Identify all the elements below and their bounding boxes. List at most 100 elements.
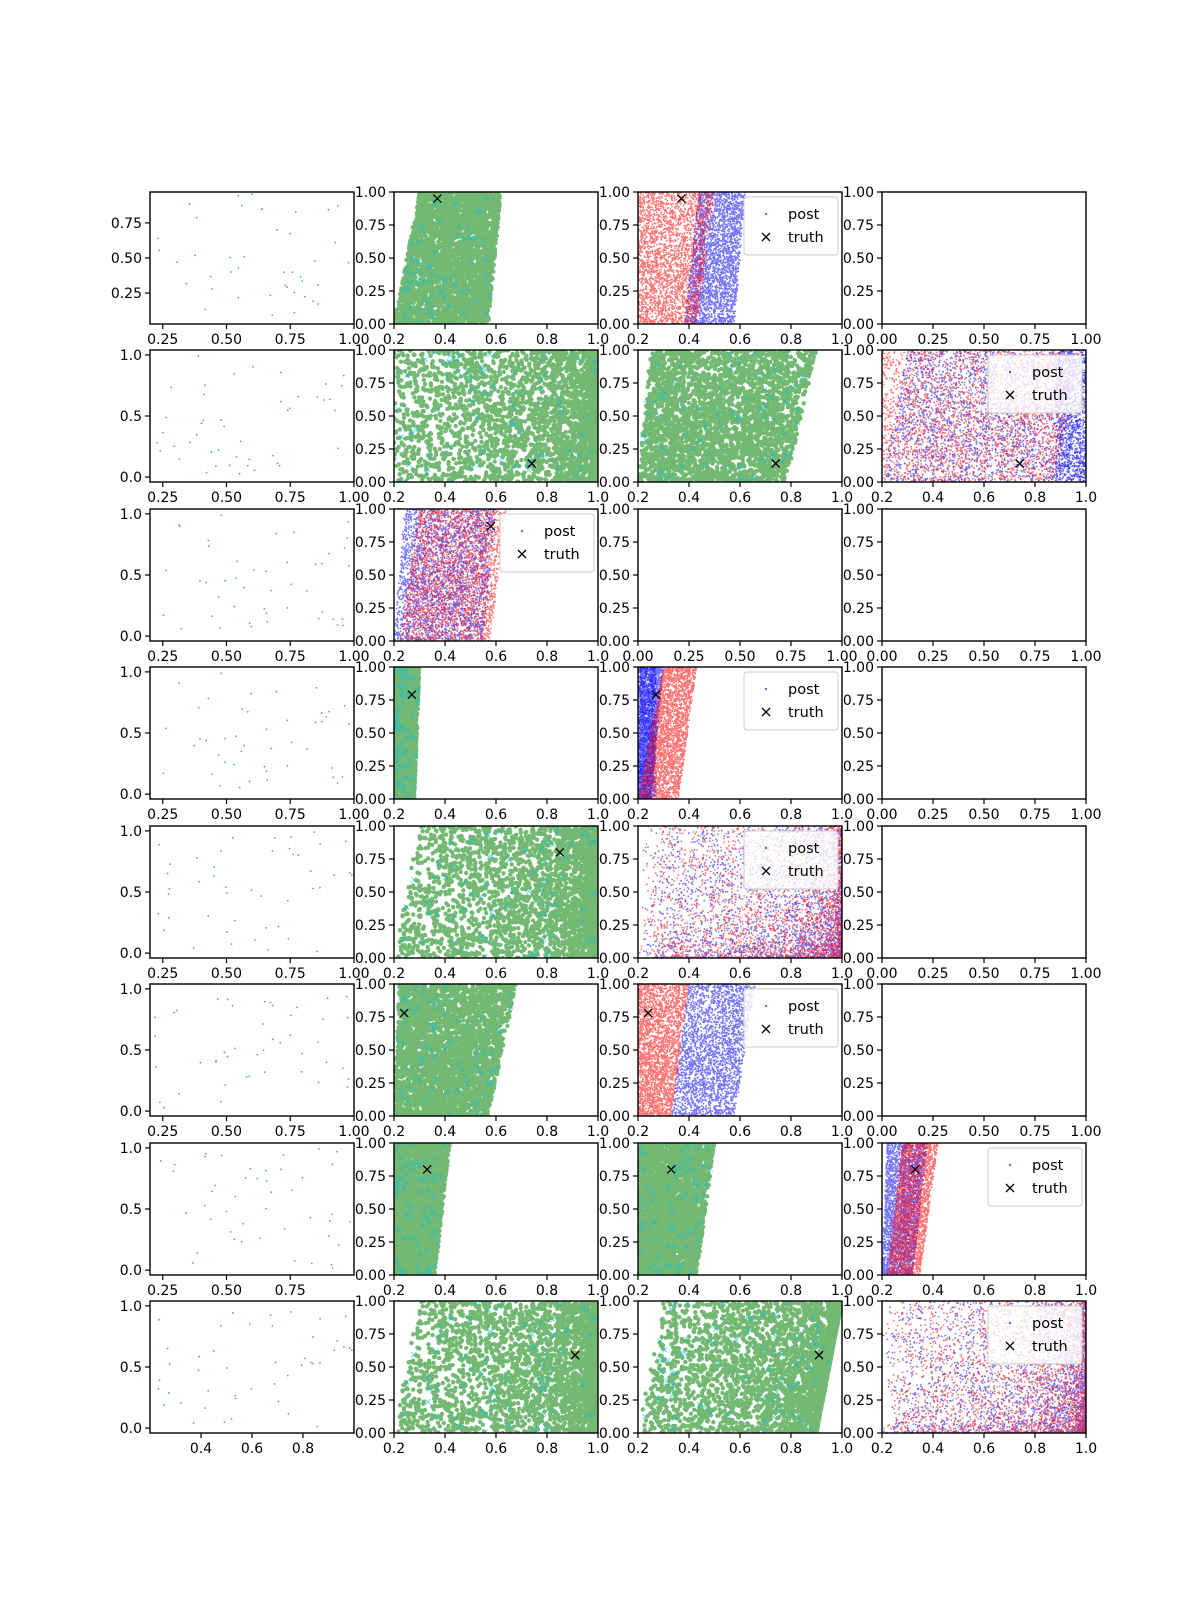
axes-frame (150, 350, 354, 482)
axes-frame (150, 1301, 354, 1433)
x-tick-label: 0.75 (1019, 649, 1050, 665)
x-tick-label: 0.2 (871, 490, 893, 506)
x-tick-label: 1.00 (1070, 649, 1101, 665)
x-tick-label: 0.50 (968, 332, 999, 348)
legend-truth-label: truth (1032, 1339, 1068, 1355)
x-tick-label: 0.25 (147, 332, 178, 348)
panel-r1-c0: 0.25 0.50 0.75 1.000.00.51.0 (120, 348, 370, 506)
legend-post-label: post (788, 999, 820, 1015)
y-tick-label: 1.00 (843, 819, 874, 835)
x-tick-label: 0.25 (147, 807, 178, 823)
y-tick-label: 0.75 (599, 1327, 630, 1343)
y-tick-label: 0.75 (111, 216, 142, 232)
y-tick-label: 1.00 (843, 343, 874, 359)
y-tick-label: 0.00 (843, 634, 874, 650)
posterior-points (638, 348, 818, 484)
y-tick-label: 0.00 (843, 1426, 874, 1442)
y-tick-label: 0.0 (120, 1421, 142, 1437)
x-tick-label: 0.6 (729, 966, 751, 982)
y-tick-label: 0.25 (843, 1235, 874, 1251)
y-tick-label: 0.75 (599, 218, 630, 234)
y-tick-label: 0.25 (843, 1393, 874, 1409)
x-tick-label: 1.0 (831, 1441, 853, 1457)
legend-truth-label: truth (1032, 1181, 1068, 1197)
x-tick-label: 0.25 (917, 649, 948, 665)
y-tick-label: 0.75 (599, 1010, 630, 1026)
posterior-points (396, 1299, 600, 1435)
legend-post-marker (765, 213, 767, 215)
y-tick-label: 0.00 (599, 1268, 630, 1284)
legend-post-marker (1009, 1164, 1011, 1166)
y-tick-label: 0.75 (843, 1169, 874, 1185)
y-tick-label: 0.50 (599, 1202, 630, 1218)
axes-frame (150, 667, 354, 799)
x-tick-label: 0.75 (775, 649, 806, 665)
y-tick-label: 1.00 (843, 1136, 874, 1152)
x-tick-label: 0.6 (485, 490, 507, 506)
posterior-points (636, 1141, 716, 1277)
panel-r0-c1: 0.2 0.4 0.6 0.8 1.00.000.250.500.751.00 (355, 185, 609, 348)
x-tick-label: 0.6 (729, 1441, 751, 1457)
y-tick-label: 0.50 (355, 885, 386, 901)
x-tick-label: 1.0 (587, 1441, 609, 1457)
y-tick-label: 0.25 (843, 1076, 874, 1092)
y-tick-label: 0.0 (120, 1104, 142, 1120)
y-tick-label: 1.0 (120, 348, 142, 364)
y-tick-label: 0.5 (120, 568, 142, 584)
panel-r5-c3: 0.00 0.25 0.50 0.75 1.000.000.250.500.751.00 (843, 977, 1102, 1140)
x-tick-label: 0.6 (729, 332, 751, 348)
y-tick-label: 1.0 (120, 507, 142, 523)
x-tick-label: 0.75 (275, 490, 306, 506)
x-tick-label: 0.50 (211, 490, 242, 506)
x-tick-label: 0.6 (485, 1441, 507, 1457)
x-tick-label: 0.6 (485, 807, 507, 823)
posterior-points (396, 824, 600, 960)
x-tick-label: 0.8 (536, 649, 558, 665)
x-tick-label: 0.2 (383, 649, 405, 665)
legend-truth-label: truth (544, 547, 580, 563)
y-tick-label: 0.50 (843, 251, 874, 267)
x-tick-label: 0.4 (922, 1283, 944, 1299)
x-tick-label: 0.4 (434, 1283, 456, 1299)
y-tick-label: 0.00 (355, 1109, 386, 1125)
y-tick-label: 0.75 (355, 852, 386, 868)
y-tick-label: 0.25 (355, 442, 386, 458)
x-tick-label: 0.75 (275, 1124, 306, 1140)
y-tick-label: 1.00 (599, 819, 630, 835)
x-tick-label: 1.00 (1070, 966, 1101, 982)
y-tick-label: 0.75 (599, 1169, 630, 1185)
y-tick-label: 1.00 (355, 185, 386, 201)
y-tick-label: 1.00 (843, 977, 874, 993)
y-tick-label: 0.50 (599, 726, 630, 742)
axes-frame (882, 984, 1086, 1116)
y-tick-label: 1.0 (120, 1141, 142, 1157)
x-tick-label: 0.6 (241, 1441, 263, 1457)
posterior-points (393, 982, 518, 1118)
axes-frame (394, 667, 598, 799)
y-tick-label: 1.00 (355, 1294, 386, 1310)
y-tick-label: 0.00 (599, 317, 630, 333)
x-tick-label: 0.25 (147, 966, 178, 982)
y-tick-label: 1.00 (599, 660, 630, 676)
y-tick-label: 0.75 (843, 1327, 874, 1343)
y-tick-label: 0.0 (120, 787, 142, 803)
y-tick-label: 0.25 (599, 759, 630, 775)
y-tick-label: 0.25 (355, 1076, 386, 1092)
y-tick-label: 0.75 (355, 1169, 386, 1185)
legend-post-label: post (788, 682, 820, 698)
y-tick-label: 1.00 (599, 343, 630, 359)
y-tick-label: 1.0 (120, 824, 142, 840)
x-tick-label: 0.2 (383, 1124, 405, 1140)
y-tick-label: 0.50 (355, 568, 386, 584)
x-tick-label: 0.8 (536, 807, 558, 823)
y-tick-label: 1.00 (843, 660, 874, 676)
y-tick-label: 1.00 (355, 1136, 386, 1152)
y-tick-label: 1.00 (599, 977, 630, 993)
panel-r7-c2: 0.2 0.4 0.6 0.8 1.00.000.250.500.751.00 (599, 1294, 853, 1457)
legend-truth-label: truth (788, 864, 824, 880)
panel-r4-c2: 0.2 0.4 0.6 0.8 1.00.000.250.500.751.00postt… (599, 819, 853, 982)
y-tick-label: 0.75 (599, 852, 630, 868)
y-tick-label: 0.00 (355, 951, 386, 967)
legend-truth-label: truth (788, 705, 824, 721)
x-tick-label: 0.4 (678, 332, 700, 348)
